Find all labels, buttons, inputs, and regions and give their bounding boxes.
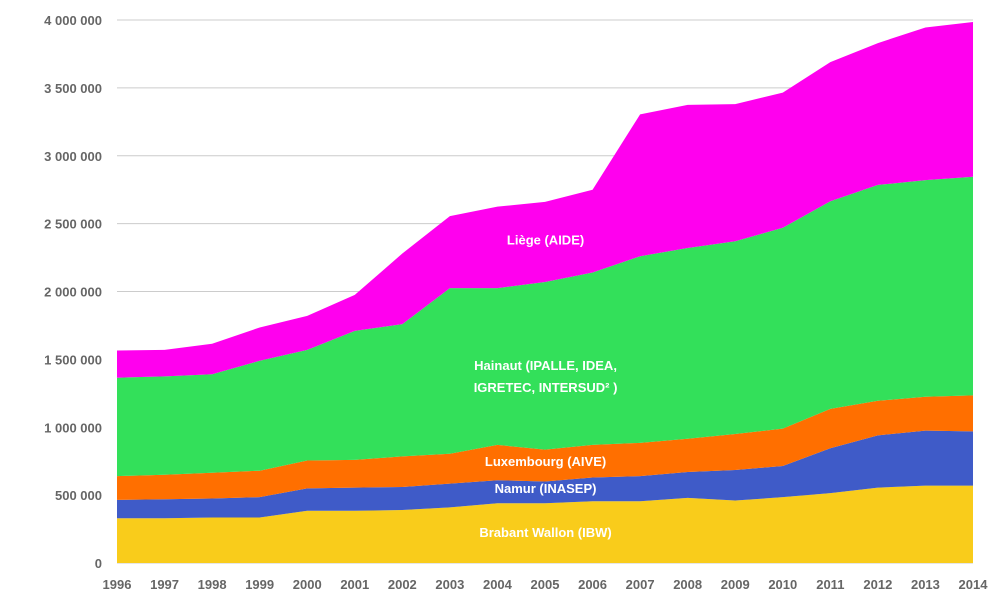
area-brabant-wallon-ibw bbox=[117, 485, 973, 563]
series-areas bbox=[117, 22, 973, 563]
x-tick-label: 2010 bbox=[768, 577, 797, 592]
x-tick-label: 1996 bbox=[103, 577, 132, 592]
area-namur-inasep bbox=[117, 430, 973, 519]
area-hainaut-ipalle-idea-igretec-intersud bbox=[117, 176, 973, 477]
y-tick-label: 1 000 000 bbox=[44, 420, 102, 435]
x-tick-label: 2007 bbox=[626, 577, 655, 592]
x-tick-label: 2003 bbox=[435, 577, 464, 592]
y-tick-label: 2 500 000 bbox=[44, 217, 102, 232]
y-tick-label: 2 000 000 bbox=[44, 285, 102, 300]
x-tick-label: 2005 bbox=[531, 577, 560, 592]
x-tick-label: 2002 bbox=[388, 577, 417, 592]
y-axis-tick-labels: 0 500 000 1 000 000 1 500 000 2 000 000 2 500… bbox=[44, 13, 102, 571]
x-tick-label: 2008 bbox=[673, 577, 702, 592]
area-luxembourg-aive bbox=[117, 395, 973, 500]
area-li-ge-aide bbox=[117, 22, 973, 378]
series-label: Hainaut (IPALLE, IDEA, bbox=[474, 358, 617, 373]
x-tick-label: 2013 bbox=[911, 577, 940, 592]
x-tick-label: 2009 bbox=[721, 577, 750, 592]
series-label: Namur (INASEP) bbox=[495, 481, 597, 496]
x-axis-tick-labels: 1996 1997 1998 1999 2000 2001 2002 2003 2004 2005… bbox=[103, 577, 989, 592]
x-tick-label: 2000 bbox=[293, 577, 322, 592]
y-tick-label: 0 bbox=[95, 556, 102, 571]
x-tick-label: 2006 bbox=[578, 577, 607, 592]
x-tick-label: 2014 bbox=[959, 577, 989, 592]
y-tick-label: 3 000 000 bbox=[44, 149, 102, 164]
y-tick-label: 1 500 000 bbox=[44, 352, 102, 367]
y-tick-label: 3 500 000 bbox=[44, 81, 102, 96]
series-label: Liège (AIDE) bbox=[507, 232, 584, 247]
series-label: IGRETEC, INTERSUD² ) bbox=[474, 380, 618, 395]
x-tick-label: 2011 bbox=[816, 577, 844, 592]
x-tick-label: 2012 bbox=[863, 577, 892, 592]
series-label: Brabant Wallon (IBW) bbox=[479, 525, 611, 540]
x-tick-label: 2004 bbox=[483, 577, 513, 592]
series-label: Luxembourg (AIVE) bbox=[485, 454, 606, 469]
x-tick-label: 2001 bbox=[340, 577, 369, 592]
x-tick-label: 1997 bbox=[150, 577, 179, 592]
x-tick-label: 1999 bbox=[245, 577, 274, 592]
y-tick-label: 4 000 000 bbox=[44, 13, 102, 28]
series-labels: Brabant Wallon (IBW) Namur (INASEP) Luxemb… bbox=[474, 232, 618, 540]
y-tick-label: 500 000 bbox=[55, 488, 102, 503]
x-tick-label: 1998 bbox=[198, 577, 227, 592]
